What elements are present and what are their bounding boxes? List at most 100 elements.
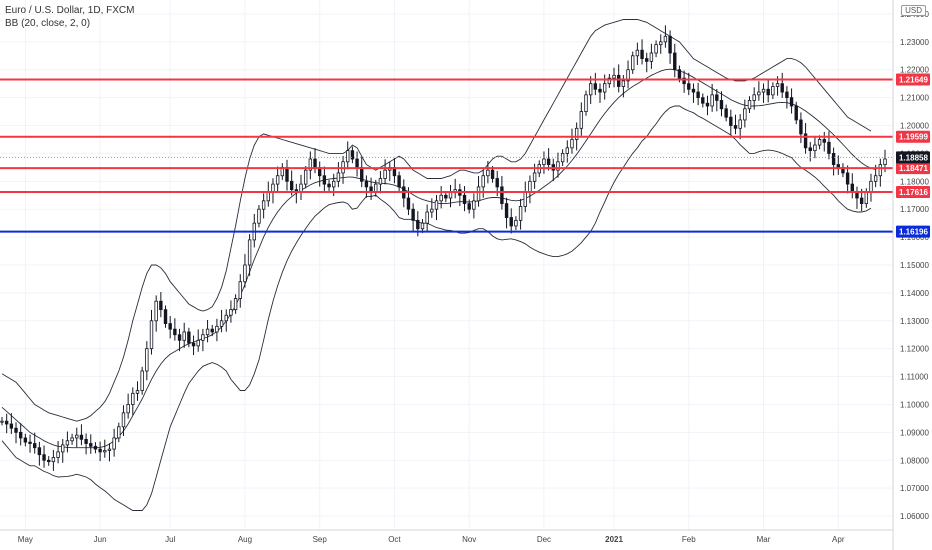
- candle-body: [182, 331, 186, 341]
- candle-body: [0, 420, 4, 423]
- candle-body: [336, 172, 341, 182]
- candle-body: [350, 150, 355, 160]
- grid: [0, 0, 893, 530]
- candle-body: [261, 200, 266, 210]
- candle-body: [131, 392, 135, 405]
- candle-body: [588, 83, 593, 96]
- candle-body: [766, 88, 770, 96]
- candle-body: [873, 175, 878, 182]
- candle-body: [640, 49, 644, 59]
- candle-body: [163, 309, 168, 324]
- candle-body: [785, 91, 789, 99]
- candle-body: [42, 454, 46, 461]
- y-tick-label: 1.18000: [900, 177, 929, 186]
- candle-body: [61, 444, 65, 453]
- y-tick-label: 1.20000: [900, 122, 929, 131]
- candle-body: [135, 390, 140, 394]
- candle-body: [89, 443, 93, 447]
- candle-body: [733, 125, 738, 129]
- candle-body: [869, 180, 873, 193]
- x-tick-label: Mar: [757, 535, 771, 544]
- candles: [0, 25, 887, 471]
- candle-body: [121, 412, 126, 428]
- candle-body: [481, 175, 485, 188]
- candle-body: [472, 200, 476, 210]
- candle-body: [434, 200, 439, 210]
- candle-body: [855, 192, 859, 199]
- candle-body: [33, 443, 37, 449]
- candle-body: [584, 94, 588, 112]
- candle-body: [747, 100, 752, 110]
- candle-body: [509, 217, 513, 227]
- candle-body: [649, 52, 654, 62]
- candle-body: [47, 459, 51, 463]
- horizontal-levels: [0, 78, 893, 233]
- candle-body: [645, 58, 649, 62]
- candle-body: [504, 203, 509, 218]
- candle-body: [448, 192, 453, 199]
- candle-body: [411, 208, 415, 221]
- candle-body: [149, 320, 154, 350]
- y-tick-label: 1.11000: [900, 373, 929, 382]
- candle-body: [579, 111, 584, 129]
- price-tag-label: 1.17616: [899, 188, 928, 197]
- y-tick-label: 1.22000: [900, 66, 929, 75]
- x-tick-label: Feb: [682, 535, 696, 544]
- candle-body: [243, 264, 247, 283]
- candle-body: [420, 222, 425, 230]
- candle-body: [84, 438, 88, 444]
- candle-body: [37, 447, 42, 456]
- bollinger-bands: [1, 19, 876, 511]
- candle-body: [154, 300, 158, 322]
- candle-body: [289, 180, 294, 191]
- candle-body: [775, 83, 780, 87]
- time-axis: May Jun Jul Aug Sep Oct Nov Dec 2021 Feb Mar Apr: [18, 535, 845, 544]
- candle-body: [822, 139, 826, 143]
- chart-legend: Euro / U.S. Dollar, 1D, FXCM BB (20, clo…: [5, 4, 134, 30]
- currency-badge[interactable]: USD: [901, 5, 926, 16]
- candle-body: [724, 108, 728, 118]
- candle-body: [210, 328, 214, 333]
- candle-body: [51, 457, 56, 463]
- candle-body: [14, 427, 18, 433]
- candle-body: [738, 119, 742, 129]
- candle-body: [117, 426, 121, 439]
- candle-body: [715, 94, 719, 101]
- candle-body: [845, 172, 850, 185]
- y-tick-label: 1.07000: [900, 484, 929, 493]
- candle-body: [205, 328, 210, 336]
- candle-body: [705, 102, 710, 107]
- price-tag-label: 1.19599: [899, 133, 928, 142]
- candle-body: [691, 88, 696, 93]
- candle-body: [247, 239, 252, 266]
- candle-body: [93, 445, 98, 450]
- price-tag: [896, 73, 930, 86]
- candle-body: [23, 437, 28, 443]
- candle-body: [635, 49, 640, 57]
- candle-body: [621, 80, 626, 87]
- candle-body: [168, 323, 172, 330]
- candle-body: [360, 166, 364, 182]
- candle-body: [313, 158, 317, 168]
- candle-body: [546, 158, 551, 165]
- candle-body: [439, 194, 443, 202]
- candle-body: [626, 69, 630, 82]
- x-tick-label: Nov: [462, 535, 476, 544]
- candle-body: [177, 334, 182, 341]
- candle-body: [308, 158, 313, 171]
- candle-body: [28, 441, 32, 444]
- candle-body: [598, 88, 602, 93]
- price-tag: [896, 186, 930, 199]
- candle-body: [112, 437, 116, 450]
- x-tick-label: Oct: [388, 535, 401, 544]
- candle-body: [145, 348, 149, 372]
- candle-body: [616, 74, 621, 87]
- candle-body: [257, 208, 261, 224]
- y-tick-label: 1.06000: [900, 512, 929, 521]
- y-tick-label: 1.23000: [900, 38, 929, 47]
- x-tick-label: Dec: [537, 535, 551, 544]
- candle-body: [364, 180, 369, 188]
- candle-body: [191, 342, 196, 347]
- y-tick-label: 1.17000: [900, 205, 929, 214]
